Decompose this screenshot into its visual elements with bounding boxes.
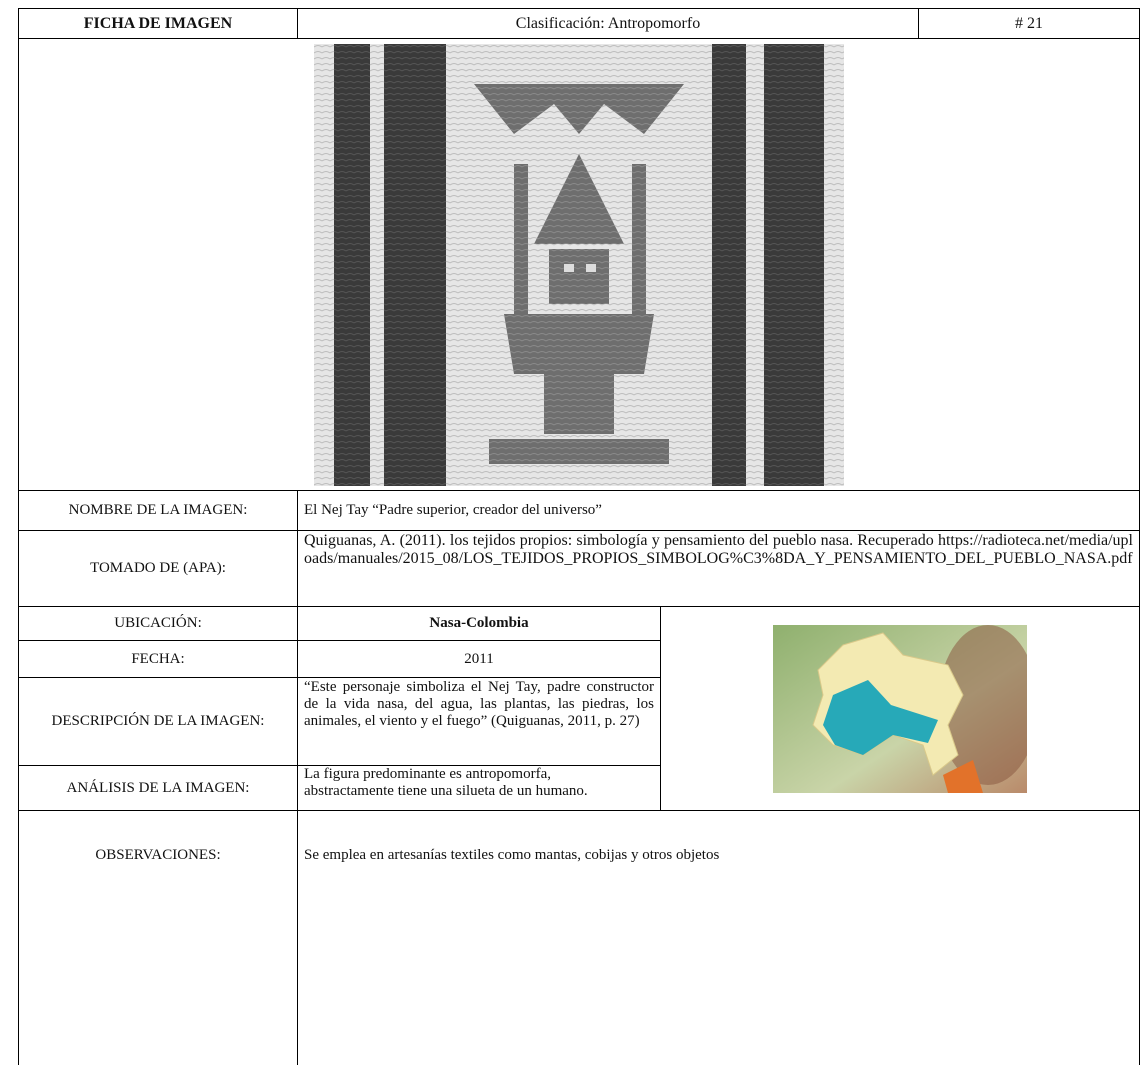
row-value: “Este personaje simboliza el Nej Tay, pa… [297, 677, 661, 766]
row-label: NOMBRE DE LA IMAGEN: [18, 490, 298, 531]
row-value: Se emplea en artesanías textiles como ma… [297, 810, 1140, 1065]
map-cell [660, 606, 1140, 811]
row-label: ANÁLISIS DE LA IMAGEN: [18, 765, 298, 811]
row-value: 2011 [297, 640, 661, 678]
title: FICHA DE IMAGEN [18, 8, 298, 39]
row-label: TOMADO DE (APA): [18, 530, 298, 607]
row-value: Nasa-Colombia [297, 606, 661, 641]
number: # 21 [918, 8, 1140, 39]
map-image [773, 624, 1027, 793]
textile-image [314, 43, 844, 486]
row-value: El Nej Tay “Padre superior, creador del … [297, 490, 1140, 531]
row-label: DESCRIPCIÓN DE LA IMAGEN: [18, 677, 298, 766]
row-label: FECHA: [18, 640, 298, 678]
row-value: La figura predominante es antropomorfa, … [297, 765, 661, 811]
image-cell [18, 38, 1140, 491]
row-label: OBSERVACIONES: [18, 810, 298, 1065]
row-value: Quiguanas, A. (2011). los tejidos propio… [297, 530, 1140, 607]
row-label: UBICACIÓN: [18, 606, 298, 641]
classification: Clasificación: Antropomorfo [297, 8, 919, 39]
